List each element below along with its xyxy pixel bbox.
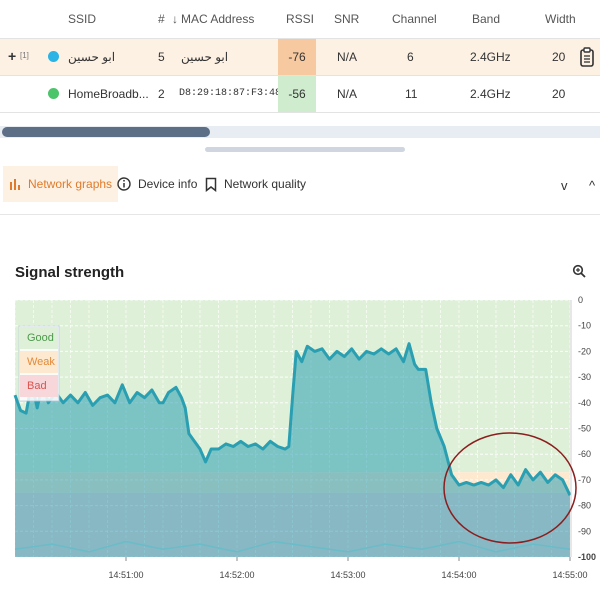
tab-network-quality[interactable]: Network quality	[205, 166, 306, 202]
y-tick-label: -80	[578, 501, 591, 511]
band-cell: 2.4GHz	[470, 50, 511, 64]
info-icon	[117, 177, 131, 191]
snr-cell: N/A	[337, 87, 358, 101]
detail-tabs: Network graphs Device info Network quali…	[0, 158, 600, 215]
ssid-cell: ابو حسين	[68, 50, 116, 64]
rssi-cell: -56	[278, 76, 316, 112]
x-tick-label: 14:53:00	[330, 570, 365, 580]
bookmark-icon	[205, 177, 217, 192]
tab-network-graphs[interactable]: Network graphs	[3, 166, 119, 202]
row-tag: [1]	[20, 51, 29, 60]
legend-swatch	[20, 327, 58, 349]
table-header: SSID # ↓ MAC Address RSSI SNR Channel Ba…	[0, 0, 600, 39]
width-cell: 20	[552, 50, 566, 64]
header-channel[interactable]: Channel	[392, 12, 437, 26]
number-cell: 2	[158, 87, 165, 101]
mac-cell: ابو حسين	[181, 50, 229, 64]
sort-arrow-icon[interactable]: ↓	[172, 12, 178, 26]
scrollbar-thumb[interactable]	[2, 127, 210, 137]
x-tick-label: 14:54:00	[441, 570, 476, 580]
snr-cell: N/A	[337, 50, 358, 64]
header-mac[interactable]: MAC Address	[181, 12, 255, 26]
header-snr[interactable]: SNR	[334, 12, 360, 26]
y-tick-label: -20	[578, 346, 591, 356]
channel-cell: 11	[405, 87, 418, 101]
header-band[interactable]: Band	[472, 12, 501, 26]
series-line	[13, 342, 572, 496]
network-color-dot	[48, 51, 59, 62]
y-tick-label: -60	[578, 449, 591, 459]
tab-label: Network quality	[224, 177, 307, 191]
header-ssid[interactable]: SSID	[68, 12, 97, 26]
zoom-icon[interactable]	[572, 264, 586, 278]
legend-swatch	[20, 375, 58, 397]
table-row[interactable]: + [1] ابو حسين 5 ابو حسين -76 N/A 6 2.4G…	[0, 39, 600, 76]
chevron-up-icon[interactable]: ^	[589, 178, 596, 193]
rssi-cell: -76	[278, 39, 316, 75]
header-rssi[interactable]: RSSI	[286, 12, 315, 26]
x-tick-label: 14:55:00	[552, 570, 587, 580]
panel-resize-handle[interactable]	[205, 147, 405, 152]
band-cell: 2.4GHz	[470, 87, 511, 101]
network-color-dot	[48, 88, 59, 99]
chevron-down-icon[interactable]: v	[561, 178, 568, 193]
header-number[interactable]: #	[158, 12, 165, 26]
legend-label-weak: Weak	[27, 356, 55, 368]
y-tick-label: -10	[578, 321, 591, 331]
legend-label-bad: Bad	[27, 380, 47, 392]
number-cell: 5	[158, 50, 165, 64]
ssid-cell: HomeBroadb...	[68, 87, 149, 101]
y-tick-label: -30	[578, 372, 591, 382]
series-area	[15, 343, 570, 557]
chart-title: Signal strength	[15, 264, 125, 281]
clipboard-icon[interactable]	[580, 47, 594, 67]
y-tick-label: -50	[578, 424, 591, 434]
expand-icon[interactable]: +	[8, 48, 17, 64]
tab-label: Network graphs	[28, 177, 113, 191]
y-tick-label: -100	[578, 552, 596, 562]
channel-cell: 6	[407, 50, 414, 64]
y-tick-label: -90	[578, 526, 591, 536]
y-tick-label: 0	[578, 295, 583, 305]
y-tick-label: -70	[578, 475, 591, 485]
annotation-ellipse	[443, 432, 577, 544]
legend-label-good: Good	[27, 332, 54, 344]
header-width[interactable]: Width	[545, 12, 576, 26]
tab-label: Device info	[138, 177, 198, 191]
bar-chart-icon	[10, 179, 20, 190]
y-tick-label: -40	[578, 398, 591, 408]
tab-device-info[interactable]: Device info	[117, 166, 197, 202]
legend-swatch	[20, 351, 58, 373]
x-tick-label: 14:52:00	[219, 570, 254, 580]
width-cell: 20	[552, 87, 566, 101]
mac-cell: D8:29:18:87:F3:48	[179, 88, 282, 99]
table-row[interactable]: HomeBroadb... 2 D8:29:18:87:F3:48 -56 N/…	[0, 76, 600, 113]
x-tick-label: 14:51:00	[108, 570, 143, 580]
